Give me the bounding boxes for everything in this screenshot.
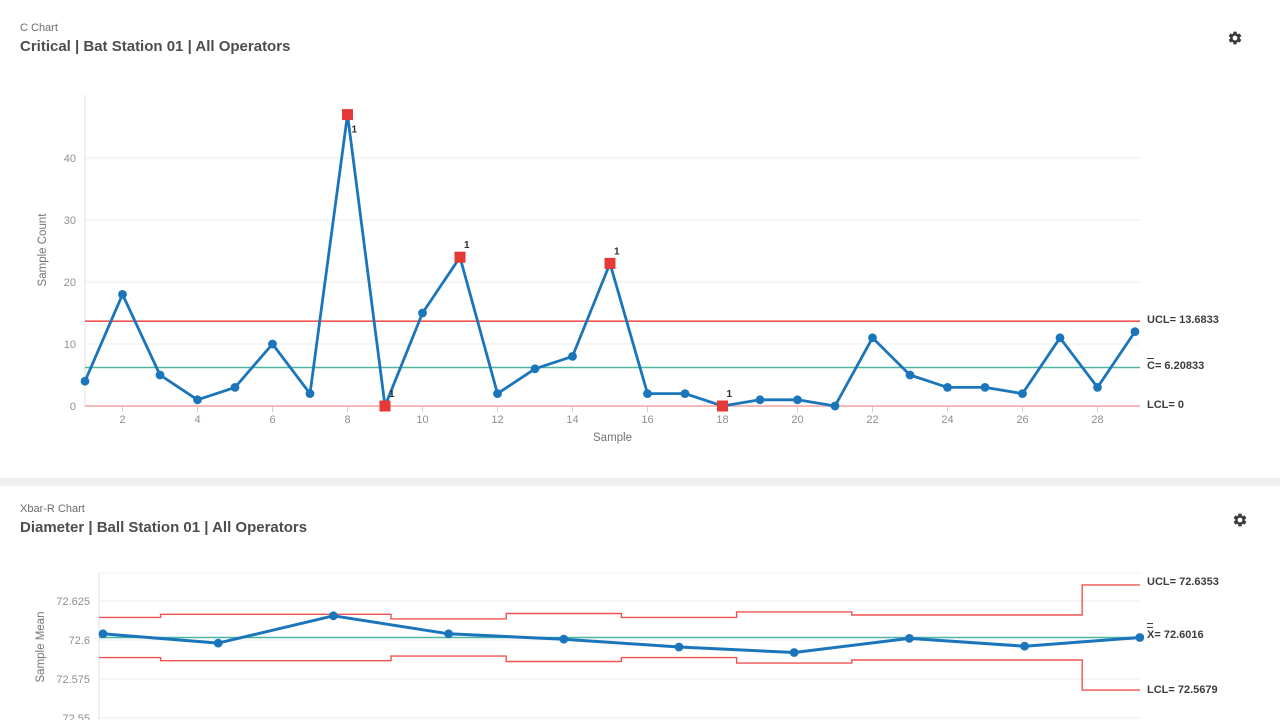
out-of-control-point[interactable] [454, 251, 466, 263]
data-point[interactable] [329, 611, 338, 621]
chart-title: Critical | Bat Station 01 | All Operator… [20, 38, 291, 55]
axis-tick-label: 72.6 [69, 635, 90, 647]
data-point[interactable] [559, 634, 569, 644]
data-point[interactable] [155, 370, 165, 380]
data-point[interactable] [305, 389, 315, 398]
series-line [102, 614, 1140, 654]
center-line-label: X= 72.6016 [1147, 623, 1204, 641]
violation-rule-label: 1 [352, 125, 358, 136]
data-point[interactable] [98, 629, 108, 639]
data-point[interactable] [830, 401, 840, 411]
lcl-label: LCL= 0 [1147, 399, 1184, 411]
xbar-chart-card [0, 486, 1280, 720]
axis-tick-label: 10 [416, 414, 428, 426]
axis-tick-label: 72.625 [56, 596, 90, 608]
xbar-chart-header: Xbar-R Chart Diameter | Ball Station 01 … [20, 503, 307, 537]
axis-tick-label: 28 [1091, 414, 1103, 426]
data-point[interactable] [680, 389, 690, 398]
out-of-control-point[interactable] [379, 400, 391, 412]
data-point[interactable] [1130, 327, 1140, 336]
xbar-chart-settings-button[interactable] [1229, 509, 1251, 531]
data-point[interactable] [905, 634, 914, 643]
axis-tick-label: 16 [641, 414, 653, 426]
c-chart-header: C Chart Critical | Bat Station 01 | All … [20, 22, 290, 56]
gear-icon [1233, 513, 1247, 527]
axis-tick-label: 14 [566, 414, 578, 426]
xdoublebar-symbol: X [1147, 623, 1155, 641]
axis-tick-label: 10 [64, 339, 76, 351]
out-of-control-point[interactable] [342, 109, 353, 121]
data-point[interactable] [1093, 383, 1102, 392]
violation-rule-label: 1 [727, 389, 733, 400]
data-point[interactable] [193, 395, 202, 405]
data-point[interactable] [868, 333, 877, 343]
violation-rule-label: 1 [389, 389, 395, 400]
data-point[interactable] [789, 648, 799, 657]
out-of-control-point[interactable] [604, 257, 616, 269]
data-point[interactable] [905, 370, 915, 380]
violation-rule-label: 1 [464, 240, 470, 251]
axis-tick-label: 6 [269, 414, 275, 426]
data-point[interactable] [1018, 389, 1027, 398]
data-point[interactable] [755, 395, 765, 405]
ucl-step-line [99, 584, 1140, 620]
axis-tick-label: 20 [791, 414, 803, 426]
data-point[interactable] [1020, 641, 1029, 651]
axis-tick-label: 72.575 [56, 674, 90, 686]
axis-tick-label: 40 [64, 153, 76, 165]
x-axis-title: Sample [593, 432, 632, 444]
chart-kind-label: Xbar-R Chart [20, 503, 85, 515]
data-point[interactable] [268, 339, 277, 349]
data-point[interactable] [444, 629, 453, 639]
violation-rule-label: 1 [614, 246, 620, 257]
y-axis-title: Sample Mean [35, 612, 47, 683]
out-of-control-point[interactable] [717, 400, 728, 412]
axis-tick-label: 22 [866, 414, 878, 426]
data-point[interactable] [213, 638, 223, 648]
cbar-symbol: C [1147, 358, 1155, 372]
axis-tick-label: 26 [1016, 414, 1028, 426]
gear-icon [1228, 31, 1242, 45]
data-point[interactable] [230, 383, 240, 392]
ucl-label: UCL= 72.6353 [1147, 576, 1219, 588]
lcl-step-line [99, 655, 1140, 691]
chart-title: Diameter | Ball Station 01 | All Operato… [20, 519, 308, 536]
axis-tick-label: 24 [941, 414, 953, 426]
axis-tick-label: 2 [119, 414, 125, 426]
data-point[interactable] [493, 389, 502, 398]
data-point[interactable] [643, 389, 652, 398]
y-axis-title: Sample Count [37, 213, 49, 287]
lcl-label: LCL= 72.5679 [1147, 684, 1218, 696]
data-point[interactable] [118, 290, 127, 299]
data-point[interactable] [1055, 333, 1065, 343]
data-point[interactable] [943, 383, 952, 392]
data-point[interactable] [793, 395, 802, 405]
data-point[interactable] [980, 383, 990, 392]
axis-tick-label: 18 [716, 414, 728, 426]
axis-tick-label: 4 [194, 414, 200, 426]
data-point[interactable] [530, 364, 540, 374]
axis-tick-label: 30 [64, 215, 76, 227]
data-point[interactable] [1135, 633, 1145, 642]
ucl-label: UCL= 13.6833 [1147, 314, 1219, 326]
data-point[interactable] [418, 308, 427, 318]
data-point[interactable] [80, 376, 90, 386]
axis-tick-label: 0 [70, 401, 76, 413]
axis-tick-label: 20 [64, 277, 76, 289]
axis-tick-label: 12 [491, 414, 503, 426]
data-point[interactable] [674, 642, 684, 652]
c-chart-settings-button[interactable] [1224, 27, 1246, 49]
c-chart-card [0, 0, 1280, 479]
data-point[interactable] [568, 352, 577, 361]
axis-tick-label: 8 [344, 414, 350, 426]
center-line-label: C= 6.20833 [1147, 358, 1205, 372]
chart-kind-label: C Chart [20, 22, 58, 34]
axis-tick-label: 72.55 [62, 713, 90, 720]
